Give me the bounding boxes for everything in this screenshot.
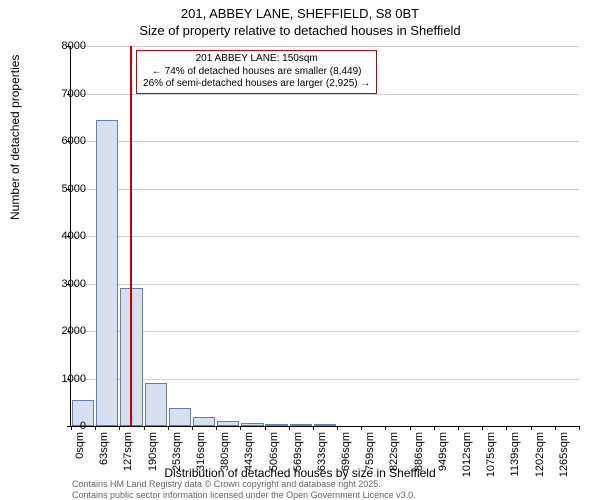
bar bbox=[193, 417, 215, 427]
bar bbox=[290, 424, 312, 426]
annotation-box: 201 ABBEY LANE: 150sqm← 74% of detached … bbox=[136, 50, 377, 94]
gridline bbox=[71, 284, 579, 285]
ytick-label: 2000 bbox=[46, 325, 86, 337]
gridline bbox=[71, 141, 579, 142]
xtick-mark bbox=[482, 426, 483, 430]
ytick-label: 6000 bbox=[46, 135, 86, 147]
bar bbox=[169, 408, 191, 426]
x-axis-label: Distribution of detached houses by size … bbox=[0, 466, 600, 480]
xtick-mark bbox=[555, 426, 556, 430]
xtick-mark bbox=[579, 426, 580, 430]
footer-line2: Contains public sector information licen… bbox=[72, 490, 416, 500]
xtick-mark bbox=[289, 426, 290, 430]
xtick-mark bbox=[361, 426, 362, 430]
plot-area: 201 ABBEY LANE: 150sqm← 74% of detached … bbox=[70, 46, 579, 427]
footer-line1: Contains HM Land Registry data © Crown c… bbox=[72, 479, 416, 489]
y-axis-label: Number of detached properties bbox=[8, 55, 22, 220]
xtick-label: 63sqm bbox=[98, 432, 110, 465]
gridline bbox=[71, 189, 579, 190]
ytick-label: 4000 bbox=[46, 230, 86, 242]
bar bbox=[265, 424, 287, 426]
xtick-mark bbox=[119, 426, 120, 430]
xtick-mark bbox=[337, 426, 338, 430]
bar bbox=[96, 120, 118, 426]
title-line1: 201, ABBEY LANE, SHEFFIELD, S8 0BT bbox=[0, 6, 600, 23]
ytick-label: 0 bbox=[46, 420, 86, 432]
ytick-label: 1000 bbox=[46, 373, 86, 385]
xtick-mark bbox=[216, 426, 217, 430]
xtick-mark bbox=[313, 426, 314, 430]
xtick-mark bbox=[458, 426, 459, 430]
annotation-line: ← 74% of detached houses are smaller (8,… bbox=[143, 66, 370, 79]
ytick-label: 5000 bbox=[46, 183, 86, 195]
title-line2: Size of property relative to detached ho… bbox=[0, 23, 600, 40]
gridline bbox=[71, 94, 579, 95]
reference-line bbox=[130, 46, 132, 426]
xtick-mark bbox=[240, 426, 241, 430]
bar bbox=[241, 423, 263, 426]
ytick-label: 7000 bbox=[46, 88, 86, 100]
xtick-mark bbox=[95, 426, 96, 430]
bar bbox=[314, 424, 336, 426]
xtick-mark bbox=[410, 426, 411, 430]
ytick-label: 3000 bbox=[46, 278, 86, 290]
ytick-label: 8000 bbox=[46, 40, 86, 52]
chart-title: 201, ABBEY LANE, SHEFFIELD, S8 0BT Size … bbox=[0, 0, 600, 40]
bar bbox=[145, 383, 167, 426]
xtick-mark bbox=[265, 426, 266, 430]
xtick-mark bbox=[385, 426, 386, 430]
footer-attribution: Contains HM Land Registry data © Crown c… bbox=[72, 479, 416, 500]
xtick-mark bbox=[506, 426, 507, 430]
gridline bbox=[71, 379, 579, 380]
gridline bbox=[71, 46, 579, 47]
xtick-mark bbox=[168, 426, 169, 430]
bar bbox=[217, 421, 239, 426]
annotation-line: 201 ABBEY LANE: 150sqm bbox=[143, 53, 370, 66]
annotation-line: 26% of semi-detached houses are larger (… bbox=[143, 78, 370, 91]
xtick-mark bbox=[434, 426, 435, 430]
chart-container: 201, ABBEY LANE, SHEFFIELD, S8 0BT Size … bbox=[0, 0, 600, 500]
gridline bbox=[71, 331, 579, 332]
gridline bbox=[71, 236, 579, 237]
xtick-mark bbox=[531, 426, 532, 430]
xtick-label: 0sqm bbox=[74, 432, 86, 459]
xtick-mark bbox=[192, 426, 193, 430]
xtick-mark bbox=[144, 426, 145, 430]
